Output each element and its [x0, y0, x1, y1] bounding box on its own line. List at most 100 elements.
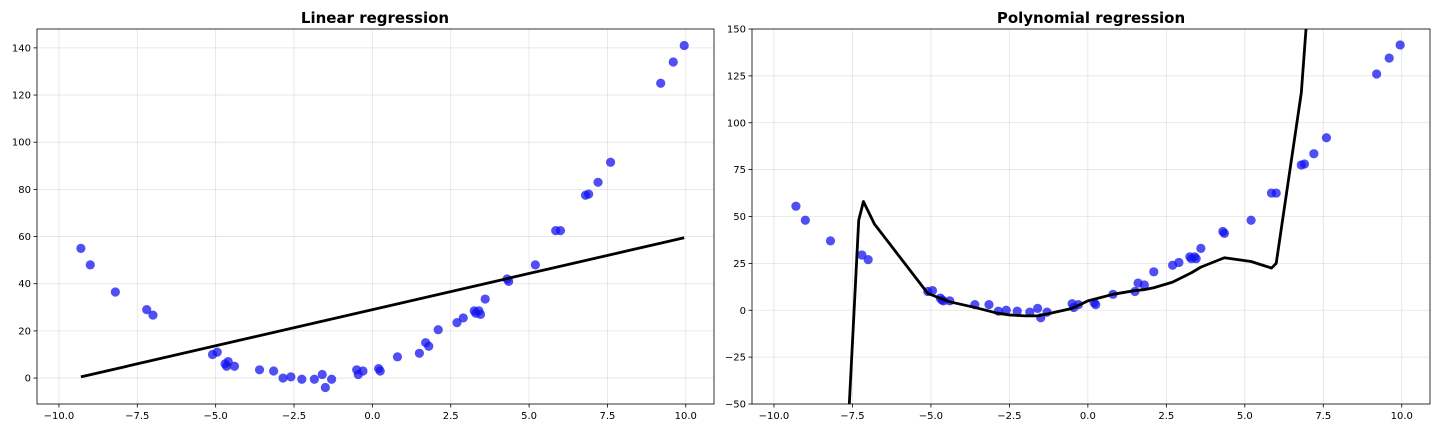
polynomial-x-tick-label: 0.0	[1080, 411, 1096, 422]
polynomial-x-tick-label: −5.0	[919, 411, 943, 422]
linear-data-point	[254, 365, 265, 375]
polynomial-y-tick-label: 150	[727, 25, 746, 36]
polynomial-x-tick-label: −7.5	[840, 411, 864, 422]
linear-x-tick-label: −2.5	[282, 411, 306, 422]
linear-data-point	[222, 361, 232, 371]
polynomial-y-tick-label: −50	[725, 400, 746, 411]
polynomial-data-point	[1001, 305, 1011, 315]
polynomial-data-point	[1025, 307, 1035, 317]
linear-data-point	[584, 189, 594, 199]
polynomial-data-point	[791, 201, 801, 211]
linear-y-tick-label: 20	[18, 326, 31, 337]
linear-fit-line	[80, 236, 685, 379]
linear-data-point	[297, 374, 307, 384]
polynomial-series-layer	[791, 29, 1405, 404]
linear-data-point	[148, 310, 158, 320]
polynomial-x-tick-label: 7.5	[1315, 411, 1331, 422]
linear-data-point	[85, 260, 95, 270]
polynomial-data-point	[1219, 228, 1230, 238]
linear-x-tick-label: 7.5	[599, 411, 615, 422]
polynomial-data-point	[984, 300, 994, 310]
linear-y-tick-label: 0	[25, 374, 31, 385]
polynomial-data-point	[1191, 254, 1201, 264]
polynomial-data-point	[1321, 133, 1332, 143]
linear-regression-panel: Linear regression −10.0 −7.5 −5.0 −2.5 0.0 2.…	[12, 9, 715, 422]
polynomial-data-point	[800, 215, 810, 225]
linear-data-point	[392, 352, 403, 362]
polynomial-data-point	[1309, 149, 1319, 159]
polynomial-data-point	[1299, 159, 1310, 169]
polynomial-data-point	[1012, 306, 1022, 316]
linear-y-tick-label: 80	[18, 185, 31, 196]
polynomial-y-tick-label: −25	[725, 353, 746, 364]
polynomial-data-point	[1372, 69, 1382, 79]
polynomial-data-point	[1196, 243, 1206, 253]
polynomial-data-point	[863, 255, 873, 265]
polynomial-y-tick-label: 50	[733, 212, 746, 223]
polynomial-fit-line	[847, 29, 1308, 404]
polynomial-x-tick-label: −2.5	[997, 411, 1021, 422]
polynomial-data-point	[1033, 303, 1043, 313]
linear-data-point	[480, 294, 490, 304]
polynomial-y-tick-label: 125	[727, 71, 746, 82]
linear-data-point	[212, 347, 222, 357]
linear-data-point	[110, 287, 120, 297]
linear-data-point	[269, 366, 279, 376]
linear-data-point	[142, 305, 152, 315]
linear-data-point	[278, 373, 288, 383]
linear-x-tick-label: 5.0	[521, 411, 537, 422]
linear-ticks: −10.0 −7.5 −5.0 −2.5 0.0 2.5 5.0 7.5 10.0 0 20 40 60…	[12, 43, 697, 422]
linear-data-point	[679, 40, 689, 51]
linear-x-tick-label: −10.0	[44, 411, 75, 422]
linear-data-point	[358, 366, 368, 376]
linear-data-point	[424, 341, 434, 351]
linear-y-tick-label: 100	[12, 138, 31, 149]
linear-y-tick-label: 60	[18, 232, 31, 243]
polynomial-data-point	[1174, 257, 1184, 268]
linear-data-point	[414, 348, 424, 358]
polynomial-y-tick-label: 100	[727, 118, 746, 129]
polynomial-data-point	[1395, 40, 1405, 50]
polynomial-y-tick-label: 0	[740, 306, 746, 317]
linear-data-point	[229, 361, 240, 371]
linear-x-tick-label: 2.5	[443, 411, 459, 422]
linear-data-point	[656, 78, 666, 88]
linear-regression-title: Linear regression	[301, 9, 449, 27]
polynomial-data-point	[857, 250, 867, 260]
linear-x-tick-label: 10.0	[675, 411, 697, 422]
polynomial-grid	[752, 28, 1430, 405]
polynomial-y-tick-label: 25	[733, 259, 746, 270]
polynomial-ticks: −10.0 −7.5 −5.0 −2.5 0.0 2.5 5.0 7.5 10.0 −50 −25 0…	[725, 25, 1413, 423]
linear-data-point	[327, 374, 337, 384]
linear-data-point	[593, 177, 603, 187]
linear-data-point	[76, 243, 86, 253]
linear-data-point	[475, 309, 486, 319]
linear-x-tick-label: −5.0	[204, 411, 228, 422]
linear-data-point	[605, 157, 616, 167]
polynomial-x-tick-label: 5.0	[1237, 411, 1253, 422]
linear-data-point	[433, 325, 443, 335]
linear-x-tick-label: 0.0	[364, 411, 380, 422]
linear-data-point	[530, 260, 540, 270]
polynomial-data-point	[1271, 188, 1281, 198]
polynomial-data-point	[1149, 267, 1159, 277]
polynomial-x-tick-label: 10.0	[1391, 411, 1413, 422]
polynomial-regression-panel: Polynomial regression −10.0 −7.5 −5.0 −2.5 0…	[725, 9, 1431, 423]
polynomial-regression-title: Polynomial regression	[997, 9, 1185, 27]
polynomial-data-point	[1246, 215, 1256, 225]
polynomial-x-tick-label: −10.0	[759, 411, 790, 422]
linear-x-tick-label: −7.5	[125, 411, 149, 422]
polynomial-x-tick-label: 2.5	[1158, 411, 1174, 422]
linear-y-tick-label: 40	[18, 279, 31, 290]
linear-data-point	[309, 374, 319, 384]
linear-data-point	[286, 372, 296, 382]
linear-data-point	[668, 57, 678, 67]
linear-y-tick-label: 120	[12, 91, 31, 102]
polynomial-data-point	[1091, 300, 1101, 310]
linear-data-point	[317, 369, 327, 380]
linear-data-point	[555, 226, 566, 236]
polynomial-data-point	[1139, 280, 1149, 290]
linear-data-point	[375, 366, 385, 376]
polynomial-data-point	[1384, 53, 1394, 63]
linear-series-layer	[76, 40, 689, 393]
